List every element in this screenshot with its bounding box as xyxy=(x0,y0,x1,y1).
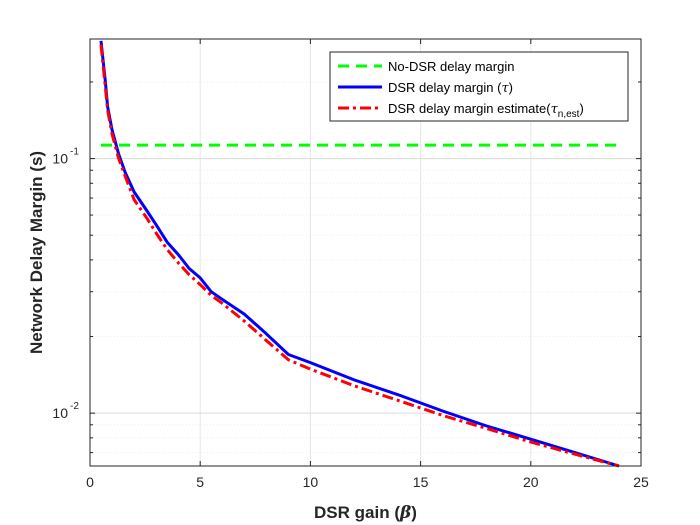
y-tick-label: 10 xyxy=(52,405,68,421)
x-tick-label: 20 xyxy=(523,474,539,490)
x-tick-label: 25 xyxy=(633,474,649,490)
legend-label-2: DSR delay margin (τ) xyxy=(388,80,513,96)
x-tick-label: 0 xyxy=(86,474,94,490)
legend: No-DSR delay margin DSR delay margin (τ) D… xyxy=(329,51,629,122)
legend-label-1: No-DSR delay margin xyxy=(388,59,514,74)
axes-box xyxy=(89,38,642,467)
y-tick-label-exponent: -1 xyxy=(70,147,79,158)
x-tick-label: 10 xyxy=(303,474,319,490)
series-line-3 xyxy=(99,44,620,468)
y-tick-label-exponent: -2 xyxy=(70,401,79,412)
x-tick-label: 5 xyxy=(196,474,204,490)
y-tick-label: 10 xyxy=(52,151,68,167)
x-tick-label: 15 xyxy=(413,474,429,490)
legend-label-3: DSR delay margin estimate(τn,est) xyxy=(388,101,584,120)
y-axis-title: Network Delay Margin (s) xyxy=(27,151,46,354)
x-axis-title: DSR gain (β) xyxy=(314,503,417,523)
